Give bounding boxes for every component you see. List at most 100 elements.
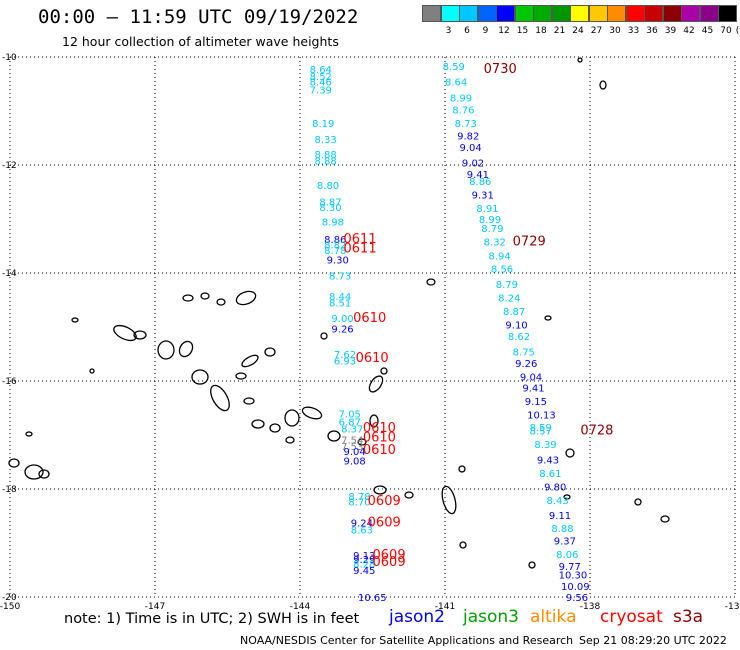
island [369,414,379,428]
swh-value-label: 8.91 [476,204,498,215]
graticule [9,56,736,598]
swh-value-label: 9.00 [331,314,353,325]
colorbar-tick-label: 45 [701,26,714,36]
page-title: 00:00 – 11:59 UTC 09/19/2022 [38,6,359,28]
island [182,294,194,302]
swh-value-label: 8.94 [489,252,511,263]
swh-value-label: 8.70 [348,497,370,508]
island [251,419,265,429]
swh-value-label: 9.80 [544,482,566,493]
island [285,436,295,444]
colorbar-tick-label: 36 [646,26,658,36]
legend-altika: altika [530,607,577,627]
island [210,384,230,412]
swh-value-label: 8.87 [503,307,525,318]
swh-value-label: 8.44 [329,292,351,303]
axis-tick-labels: -10 -12 -14 -16 -18 -20-150 -147 -144 -141 -138 -1… [0,53,740,612]
swh-value-label: 7.54 [341,435,363,446]
pass-time-label: 0728 [580,424,613,439]
swh-value-label: 10.30 [559,570,588,581]
island [563,494,571,500]
colorbar-tick-label: 3 [445,26,452,36]
swh-value-label: 6.93 [334,356,356,367]
swh-value-label: 8.76 [452,105,474,116]
swh-value-label: 9.11 [549,511,571,522]
swh-value-label: 9.10 [505,320,527,331]
island [38,469,50,479]
pass-time-label: 0610 [363,431,396,446]
island [320,332,328,340]
swh-value-label: 8.78 [348,492,370,503]
colorbar-tick-label: 21 [553,26,566,36]
island [380,367,388,375]
swh-value-label: 8.59 [443,62,465,73]
swh-value-label: 7.53 [341,442,363,453]
swh-value-label: 8.28 [353,560,375,571]
island [133,330,147,340]
swh-value-label: 8.80 [317,181,339,192]
island [544,315,552,321]
legend-jason2: jason2 [389,607,445,627]
pass-time-label: 0610 [353,311,386,326]
island [178,340,194,358]
swh-value-label: 8.06 [556,550,578,561]
island [235,372,247,380]
swh-value-label: 8.30 [319,203,341,214]
swh-value-label: 8.75 [513,347,535,358]
swh-value-label: 8.79 [481,224,503,235]
wave-height-labels: 8.648.528.467.398.198.338.888.888.808.87… [310,62,614,604]
island [269,423,281,433]
swh-value-label: 9.02 [462,158,484,169]
swh-value-label: 10.13 [527,410,556,421]
island [301,406,323,420]
island [243,397,255,405]
legend-cryosat: cryosat [600,607,663,627]
swh-value-label: 9.45 [353,566,375,577]
swh-value-label: 8.19 [312,119,334,130]
swh-value-label: 9.56 [566,593,588,604]
swh-value-label: 8.56 [491,265,513,276]
longitude-tick-label: -138 [580,602,601,612]
pass-time-label: 0611 [344,242,377,257]
swh-value-label: 8.64 [310,65,332,76]
swh-value-label: 8.73 [329,272,351,283]
colorbar-tick-label: 30 [609,26,621,36]
swh-value-label: 8.79 [496,280,518,291]
footer-note: note: 1) Time is in UTC; 2) SWH is in fe… [64,611,360,627]
swh-value-label: 8.64 [445,77,467,88]
island [157,340,175,360]
colorbar-tick-label: 27 [590,26,603,36]
colorbar-swatch [718,5,737,22]
colorbar-unit: (ft) [735,26,740,36]
swh-value-label: 8.33 [315,135,337,146]
legend-s3a: s3a [673,607,704,627]
swh-value-label: 9.82 [457,131,479,142]
swh-value-label: 8.24 [498,293,520,304]
longitude-tick-label: -135 [725,602,740,612]
swh-value-label: 8.32 [484,238,506,249]
island [89,368,95,374]
island [264,347,276,357]
longitude-tick-label: -141 [435,602,455,612]
swh-value-label: 8.99 [479,215,501,226]
swh-value-label: 8.57 [530,427,552,438]
island [235,290,257,306]
swh-value-label: 8.99 [450,94,472,105]
swh-value-label: 9.31 [472,191,494,202]
swh-value-label: 8.82 [324,240,346,251]
colorbar-tick-label: 12 [498,26,510,36]
colorbar-tick-label: 18 [535,26,547,36]
pass-time-label: 0609 [368,494,401,509]
swh-value-label: 7.39 [310,85,332,96]
swh-value-label: 9.41 [522,383,544,394]
swh-value-label: 6.87 [339,418,361,429]
swh-value-label: 9.13 [353,551,375,562]
island [426,278,436,286]
swh-value-label: 9.04 [460,143,482,154]
swh-value-label: 9.29 [353,555,375,566]
island [599,80,607,90]
swh-value-label: 10.65 [358,593,387,604]
latitude-tick-label: -20 [2,593,17,603]
footer-timestamp: Sep 21 08:29:20 UTC 2022 [579,634,727,647]
island [241,354,259,368]
